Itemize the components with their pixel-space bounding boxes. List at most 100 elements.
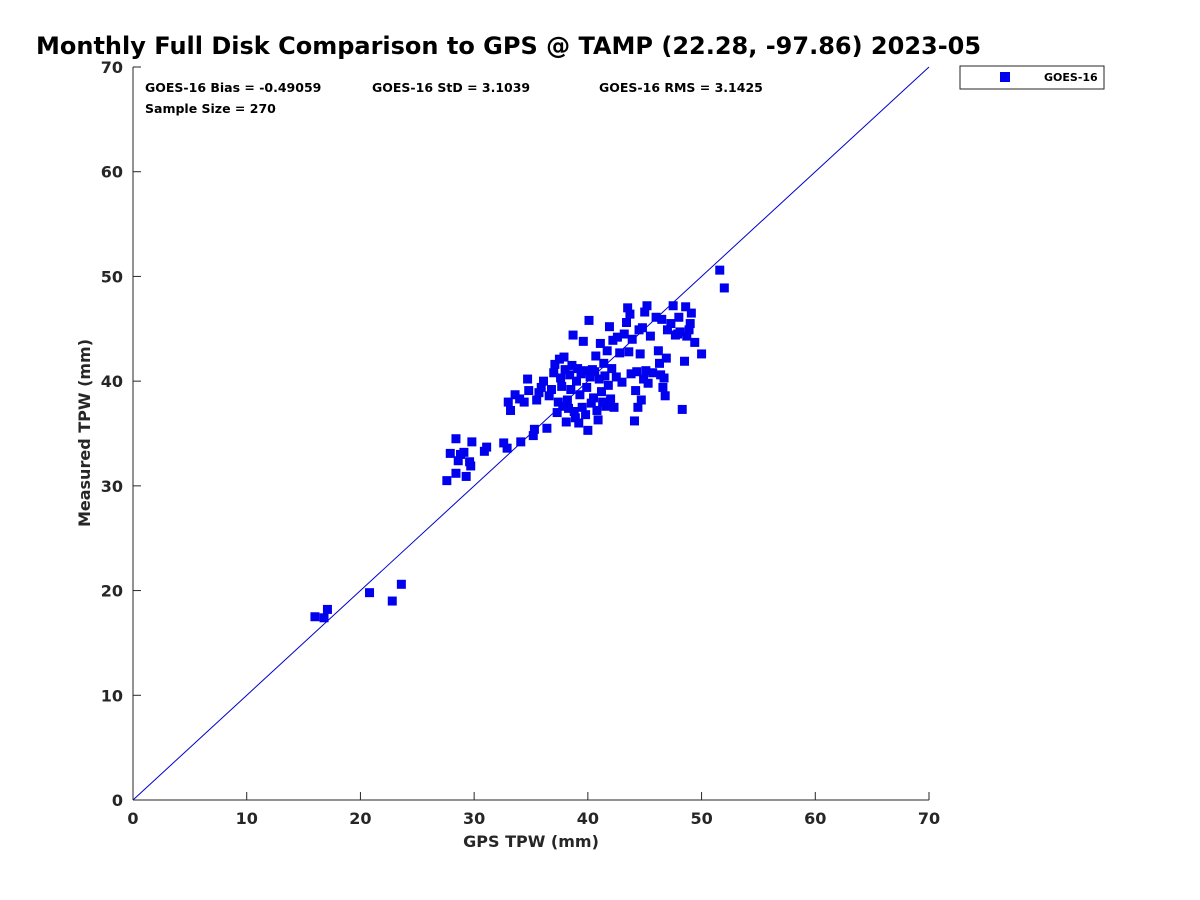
data-point (685, 319, 695, 329)
data-point (615, 348, 625, 358)
data-point (574, 418, 584, 428)
data-point (515, 394, 525, 404)
data-point (506, 405, 516, 415)
data-point (681, 302, 691, 312)
data-point (690, 337, 700, 347)
data-point (609, 402, 619, 412)
legend: GOES-16 (959, 65, 1105, 90)
chart-title: Monthly Full Disk Comparison to GPS @ TA… (36, 32, 981, 60)
data-point (319, 613, 329, 623)
bias-stat: GOES-16 Bias = -0.49059 (145, 80, 321, 95)
data-point (636, 395, 646, 405)
data-point (594, 374, 604, 384)
data-point (715, 265, 725, 275)
x-tick-label: 60 (804, 809, 826, 828)
data-point (560, 365, 570, 375)
y-tick-label: 40 (101, 372, 123, 391)
data-point (585, 372, 595, 382)
data-point (544, 391, 554, 401)
data-point (557, 381, 567, 391)
data-point (591, 351, 601, 361)
x-tick-label: 10 (236, 809, 258, 828)
data-point (660, 391, 670, 401)
data-point (445, 448, 455, 458)
data-point (575, 390, 585, 400)
plot-area: 0 10 20 30 40 50 60 70 0 10 20 30 40 50 60 70 (101, 58, 940, 828)
data-point (554, 354, 564, 364)
std-stat: GOES-16 StD = 3.1039 (372, 80, 530, 95)
data-point (651, 312, 661, 322)
data-point (442, 476, 452, 486)
data-point (624, 347, 634, 357)
data-point (643, 378, 653, 388)
y-tick-label: 0 (112, 791, 123, 810)
data-point (467, 437, 477, 447)
data-point (523, 374, 533, 384)
rms-stat: GOES-16 RMS = 3.1425 (599, 80, 763, 95)
data-point (653, 346, 663, 356)
data-point (528, 431, 538, 441)
data-point (510, 390, 520, 400)
data-point (503, 397, 513, 407)
data-point (608, 335, 618, 345)
data-point (529, 424, 539, 434)
data-point (642, 301, 652, 311)
data-point (635, 349, 645, 359)
data-point (675, 327, 685, 337)
data-point (680, 356, 690, 366)
data-point (542, 423, 552, 433)
data-point (661, 353, 671, 363)
data-point (519, 397, 529, 407)
data-point (593, 415, 603, 425)
legend-marker-square-icon (1000, 72, 1010, 82)
data-point (577, 402, 587, 412)
data-point (579, 366, 589, 376)
x-tick-label: 0 (127, 809, 138, 828)
data-point (602, 346, 612, 356)
data-point (626, 369, 636, 379)
y-axis-ticks: 0 10 20 30 40 50 60 70 (101, 58, 141, 810)
data-point (595, 338, 605, 348)
data-point (631, 386, 641, 396)
legend-box (959, 65, 1105, 90)
y-tick-label: 10 (101, 686, 123, 705)
y-axis-label: Measured TPW (mm) (75, 339, 94, 527)
data-point (677, 404, 687, 414)
data-point (633, 402, 643, 412)
data-point (556, 373, 566, 383)
data-point (559, 352, 569, 362)
data-point (645, 331, 655, 341)
data-point (666, 319, 676, 329)
data-point (682, 331, 692, 341)
data-point (561, 417, 571, 427)
data-point (648, 368, 658, 378)
x-tick-label: 50 (690, 809, 712, 828)
x-tick-label: 40 (577, 809, 599, 828)
data-point (539, 376, 549, 386)
data-point (582, 382, 592, 392)
data-point (592, 405, 602, 415)
data-point (604, 322, 614, 332)
data-point (573, 364, 583, 374)
data-point (617, 377, 627, 387)
data-point (558, 401, 568, 411)
data-point (662, 325, 672, 335)
data-point (562, 395, 572, 405)
data-point (461, 471, 471, 481)
data-point (659, 373, 669, 383)
data-point (567, 360, 577, 370)
data-point (658, 382, 668, 392)
data-point (564, 403, 574, 413)
data-point (597, 387, 607, 397)
data-point (396, 579, 406, 589)
legend-label-goes-16: GOES-16 (1044, 71, 1098, 84)
data-point (578, 336, 588, 346)
data-point (641, 366, 651, 376)
data-point (365, 588, 375, 598)
data-point (387, 596, 397, 606)
data-point (606, 394, 616, 404)
y-tick-label: 50 (101, 267, 123, 286)
data-point (684, 325, 694, 335)
data-point (553, 397, 563, 407)
